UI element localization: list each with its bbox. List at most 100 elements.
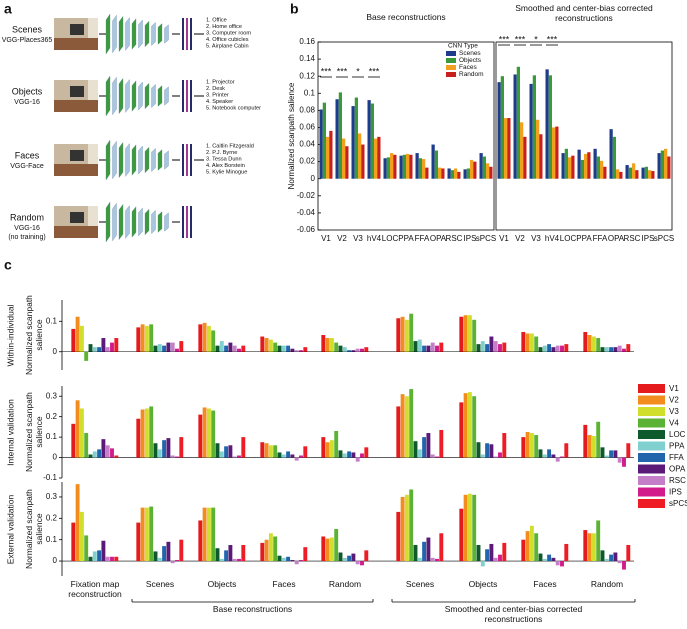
bracket-label: Base reconstructions	[212, 604, 293, 614]
bar	[404, 319, 409, 352]
x-tick-label: Fixation map reconstruction	[68, 579, 122, 599]
bar	[153, 443, 158, 458]
bar	[560, 345, 564, 352]
bar	[166, 541, 171, 562]
bar	[625, 165, 629, 179]
bar	[338, 450, 343, 458]
output-label: 2. Home office	[206, 24, 242, 30]
bar	[591, 533, 596, 562]
x-tick-label: Faces	[533, 579, 557, 589]
stimulus-wall	[88, 144, 98, 164]
bar	[299, 350, 303, 352]
bar	[604, 347, 609, 352]
bar	[219, 451, 224, 458]
x-tick-label: V2	[337, 234, 347, 243]
bar	[587, 335, 592, 352]
x-tick-label: V3	[531, 234, 541, 243]
bar	[88, 344, 93, 352]
bar	[325, 338, 330, 352]
bar	[593, 148, 597, 179]
y-tick-label: 0.1	[304, 88, 316, 97]
legend-label: V4	[669, 419, 679, 428]
bar	[114, 338, 119, 352]
bar	[342, 453, 347, 458]
bar	[338, 345, 343, 352]
bar	[84, 351, 89, 361]
cnn-layer	[112, 14, 117, 54]
bar	[435, 345, 439, 352]
bar	[476, 545, 481, 562]
legend-label: Faces	[459, 64, 477, 71]
bar	[364, 550, 369, 562]
legend-swatch	[638, 499, 665, 508]
bar	[622, 561, 626, 570]
x-tick-label: Random	[590, 579, 624, 589]
bar	[396, 511, 401, 562]
bar	[600, 347, 605, 352]
bar	[600, 447, 605, 458]
bar	[105, 445, 110, 458]
bar	[441, 168, 445, 179]
bar	[215, 548, 220, 562]
bar	[162, 546, 167, 562]
x-tick-label: LOC	[560, 234, 577, 243]
dense-layer	[182, 206, 184, 238]
bar	[179, 341, 184, 352]
bar	[564, 148, 568, 179]
bar	[338, 552, 343, 562]
bar	[463, 169, 467, 179]
stimulus-desk	[54, 164, 98, 176]
bar	[617, 561, 622, 564]
y-tick-label: 0.1	[46, 316, 58, 325]
bar	[114, 455, 119, 458]
bar	[529, 83, 533, 179]
output-label: 5. Notebook computer	[206, 105, 261, 111]
bar	[354, 97, 358, 179]
bar	[140, 507, 145, 562]
bar	[260, 336, 265, 352]
bar	[149, 324, 154, 352]
cnn-layer	[138, 81, 143, 111]
bar	[71, 423, 76, 458]
bar	[299, 455, 303, 458]
y-axis-label: Normalized scanpath salience	[24, 489, 44, 569]
legend-label: sPCS	[669, 499, 687, 508]
bar	[367, 100, 371, 179]
cnn-layer	[118, 15, 124, 53]
cnn-layer	[157, 85, 163, 107]
bar	[179, 437, 184, 458]
dense-layer	[190, 18, 192, 50]
y-tick-label: 0.16	[299, 37, 315, 46]
dense-layer	[186, 144, 188, 176]
bar	[560, 561, 564, 567]
bar	[294, 457, 299, 461]
y-tick-label: 0.08	[299, 105, 315, 114]
bar	[626, 545, 631, 562]
bar	[613, 347, 618, 352]
y-tick-label: -0.02	[297, 191, 316, 200]
bar	[277, 345, 282, 352]
bar	[386, 157, 390, 179]
output-label: 1. Office	[206, 17, 227, 23]
bar	[609, 347, 614, 352]
bar	[664, 148, 668, 179]
bar	[472, 319, 477, 352]
x-tick-label: hV4	[367, 234, 382, 243]
bar	[667, 156, 671, 179]
output-label: 1. Caitlin Fitzgerald	[206, 143, 254, 149]
bar	[390, 153, 394, 179]
significance: *	[534, 34, 538, 44]
bar	[105, 347, 110, 352]
row-label: Within-individual	[5, 304, 15, 366]
bar	[92, 451, 97, 458]
bar	[400, 316, 405, 352]
bar	[402, 154, 406, 179]
bar	[534, 336, 539, 352]
bar	[489, 444, 494, 458]
bar	[628, 167, 632, 179]
legend-swatch	[638, 441, 665, 451]
bar	[211, 330, 216, 352]
stimulus-wall	[88, 80, 98, 100]
x-tick-label: RSC	[446, 234, 463, 243]
bar	[140, 409, 145, 458]
